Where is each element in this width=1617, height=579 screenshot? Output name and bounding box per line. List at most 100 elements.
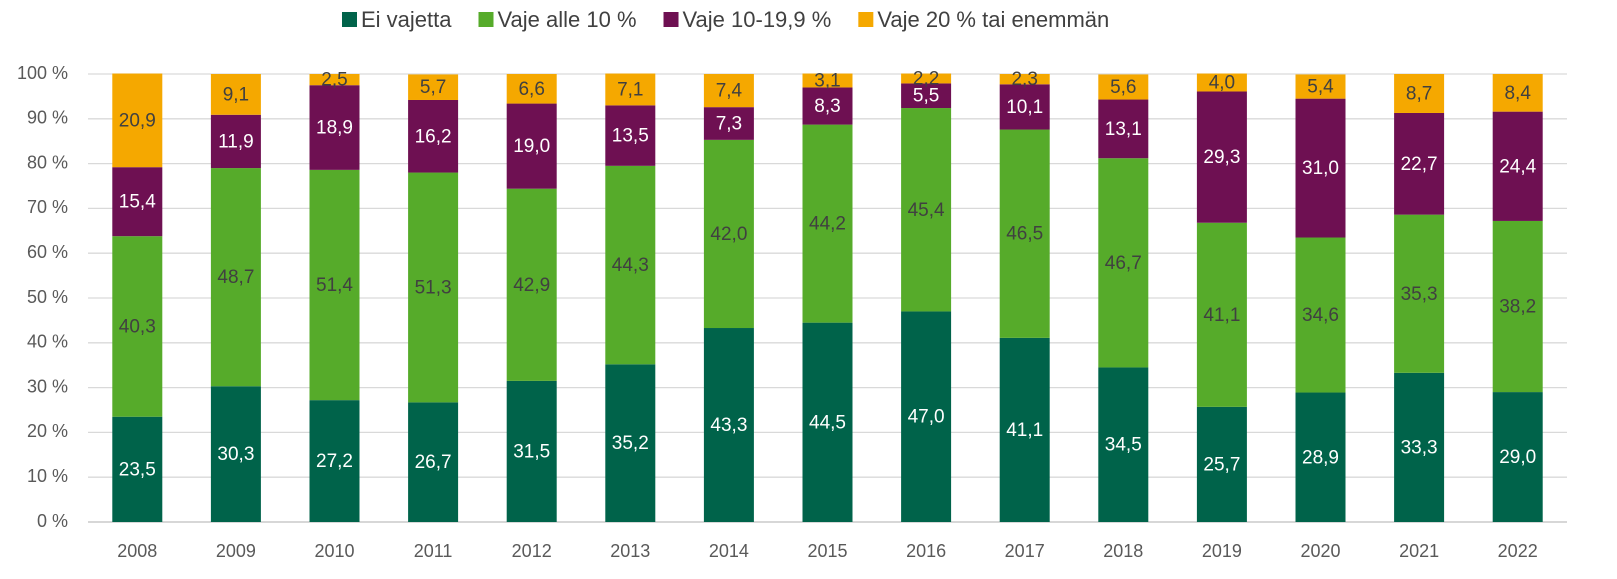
legend-label: Vaje 20 % tai enemmän — [877, 7, 1109, 32]
legend-swatch — [478, 12, 494, 27]
bar-segment — [1492, 74, 1543, 112]
legend-label: Vaje alle 10 % — [498, 7, 637, 32]
bar-segment — [999, 129, 1050, 338]
data-label: 34,6 — [1302, 305, 1339, 326]
bar-segment — [1295, 98, 1346, 238]
data-label: 5,6 — [1110, 77, 1136, 98]
bar-segment — [703, 74, 754, 108]
bar-segment — [605, 165, 656, 365]
data-label: 25,7 — [1203, 454, 1240, 475]
data-label: 34,5 — [1105, 435, 1142, 456]
data-label: 5,7 — [420, 77, 446, 98]
bar-segment — [506, 74, 557, 104]
data-label: 7,1 — [617, 79, 643, 100]
data-label: 35,3 — [1401, 284, 1438, 305]
data-label: 47,0 — [908, 407, 945, 428]
x-tick-label: 2009 — [216, 541, 256, 561]
data-label: 5,4 — [1307, 77, 1334, 98]
bar-segment — [1295, 237, 1346, 393]
bar-segment — [999, 84, 1050, 130]
x-tick-label: 2016 — [906, 541, 946, 561]
data-label: 40,3 — [119, 316, 156, 337]
x-tick-label: 2013 — [610, 541, 650, 561]
bar-segment — [1098, 158, 1149, 368]
bar-segment — [1196, 91, 1247, 223]
data-label: 45,4 — [908, 200, 945, 221]
bar-segment — [703, 139, 754, 329]
legend-swatch — [342, 12, 357, 27]
data-label: 6,6 — [518, 79, 544, 100]
x-tick-label: 2022 — [1498, 541, 1538, 561]
bar-segment — [408, 172, 459, 403]
bar-segment — [1098, 74, 1149, 100]
data-label: 26,7 — [415, 452, 452, 473]
data-label: 4,0 — [1209, 73, 1235, 94]
data-label: 8,4 — [1504, 83, 1531, 104]
data-label: 16,2 — [415, 126, 452, 147]
data-label: 10,1 — [1006, 97, 1043, 118]
bar-segment — [901, 108, 952, 312]
x-tick-label: 2012 — [512, 541, 552, 561]
data-label: 30,3 — [217, 444, 254, 465]
y-tick-label: 40 % — [27, 332, 68, 352]
data-label: 31,5 — [513, 441, 550, 462]
x-tick-label: 2021 — [1399, 541, 1439, 561]
x-tick-label: 2011 — [414, 541, 453, 561]
data-label: 35,2 — [612, 433, 649, 454]
bar-segment — [210, 74, 261, 115]
data-label: 11,9 — [218, 131, 254, 152]
y-tick-label: 50 % — [27, 287, 68, 307]
bar-segment — [309, 400, 360, 522]
data-label: 5,5 — [913, 86, 939, 107]
bar-segment — [112, 73, 163, 168]
bar-segment — [1098, 367, 1149, 522]
data-label: 44,5 — [809, 412, 846, 433]
bar-segment — [210, 114, 261, 169]
data-label: 7,3 — [716, 114, 742, 135]
data-label: 38,2 — [1499, 297, 1536, 318]
data-label: 13,5 — [612, 126, 649, 147]
bar-segment — [1492, 220, 1543, 393]
data-label: 18,9 — [316, 118, 353, 139]
bar-segment — [408, 74, 459, 100]
data-label: 46,7 — [1105, 253, 1142, 274]
bar-segment — [1394, 214, 1445, 373]
bar-segment — [1492, 392, 1543, 522]
data-label: 33,3 — [1401, 437, 1438, 458]
bar-segment — [901, 83, 952, 109]
bar-segment — [1394, 74, 1445, 113]
bar-segment — [605, 105, 656, 166]
bar-segment — [605, 364, 656, 522]
x-tick-label: 2010 — [314, 541, 354, 561]
data-label: 27,2 — [316, 451, 353, 472]
data-label: 22,7 — [1401, 154, 1438, 175]
x-tick-label: 2020 — [1300, 541, 1340, 561]
bar-segment — [210, 386, 261, 522]
y-tick-label: 10 % — [27, 466, 68, 486]
bar-segment — [802, 322, 853, 522]
data-label: 13,1 — [1105, 119, 1142, 140]
bar-segment — [1196, 406, 1247, 522]
data-label: 7,4 — [716, 81, 743, 102]
data-label: 8,3 — [814, 96, 840, 117]
bar-segment — [1492, 111, 1543, 221]
legend-swatch — [858, 12, 874, 27]
data-label: 44,3 — [612, 255, 649, 276]
data-label: 51,3 — [415, 277, 452, 298]
bar-segment — [999, 74, 1050, 85]
bar-segment — [309, 169, 360, 401]
bar-segment — [506, 188, 557, 381]
bar-segment — [901, 73, 952, 84]
data-label: 2,5 — [321, 70, 347, 91]
bar-segment — [1098, 99, 1149, 159]
data-label: 15,4 — [119, 192, 156, 213]
data-label: 41,1 — [1006, 420, 1043, 441]
bar-segment — [901, 311, 952, 522]
data-label: 20,9 — [119, 110, 156, 131]
data-label: 42,0 — [710, 224, 747, 245]
bar-segment — [605, 73, 656, 106]
data-label: 3,1 — [814, 71, 840, 92]
data-label: 24,4 — [1499, 156, 1536, 177]
data-label: 29,3 — [1203, 147, 1240, 168]
